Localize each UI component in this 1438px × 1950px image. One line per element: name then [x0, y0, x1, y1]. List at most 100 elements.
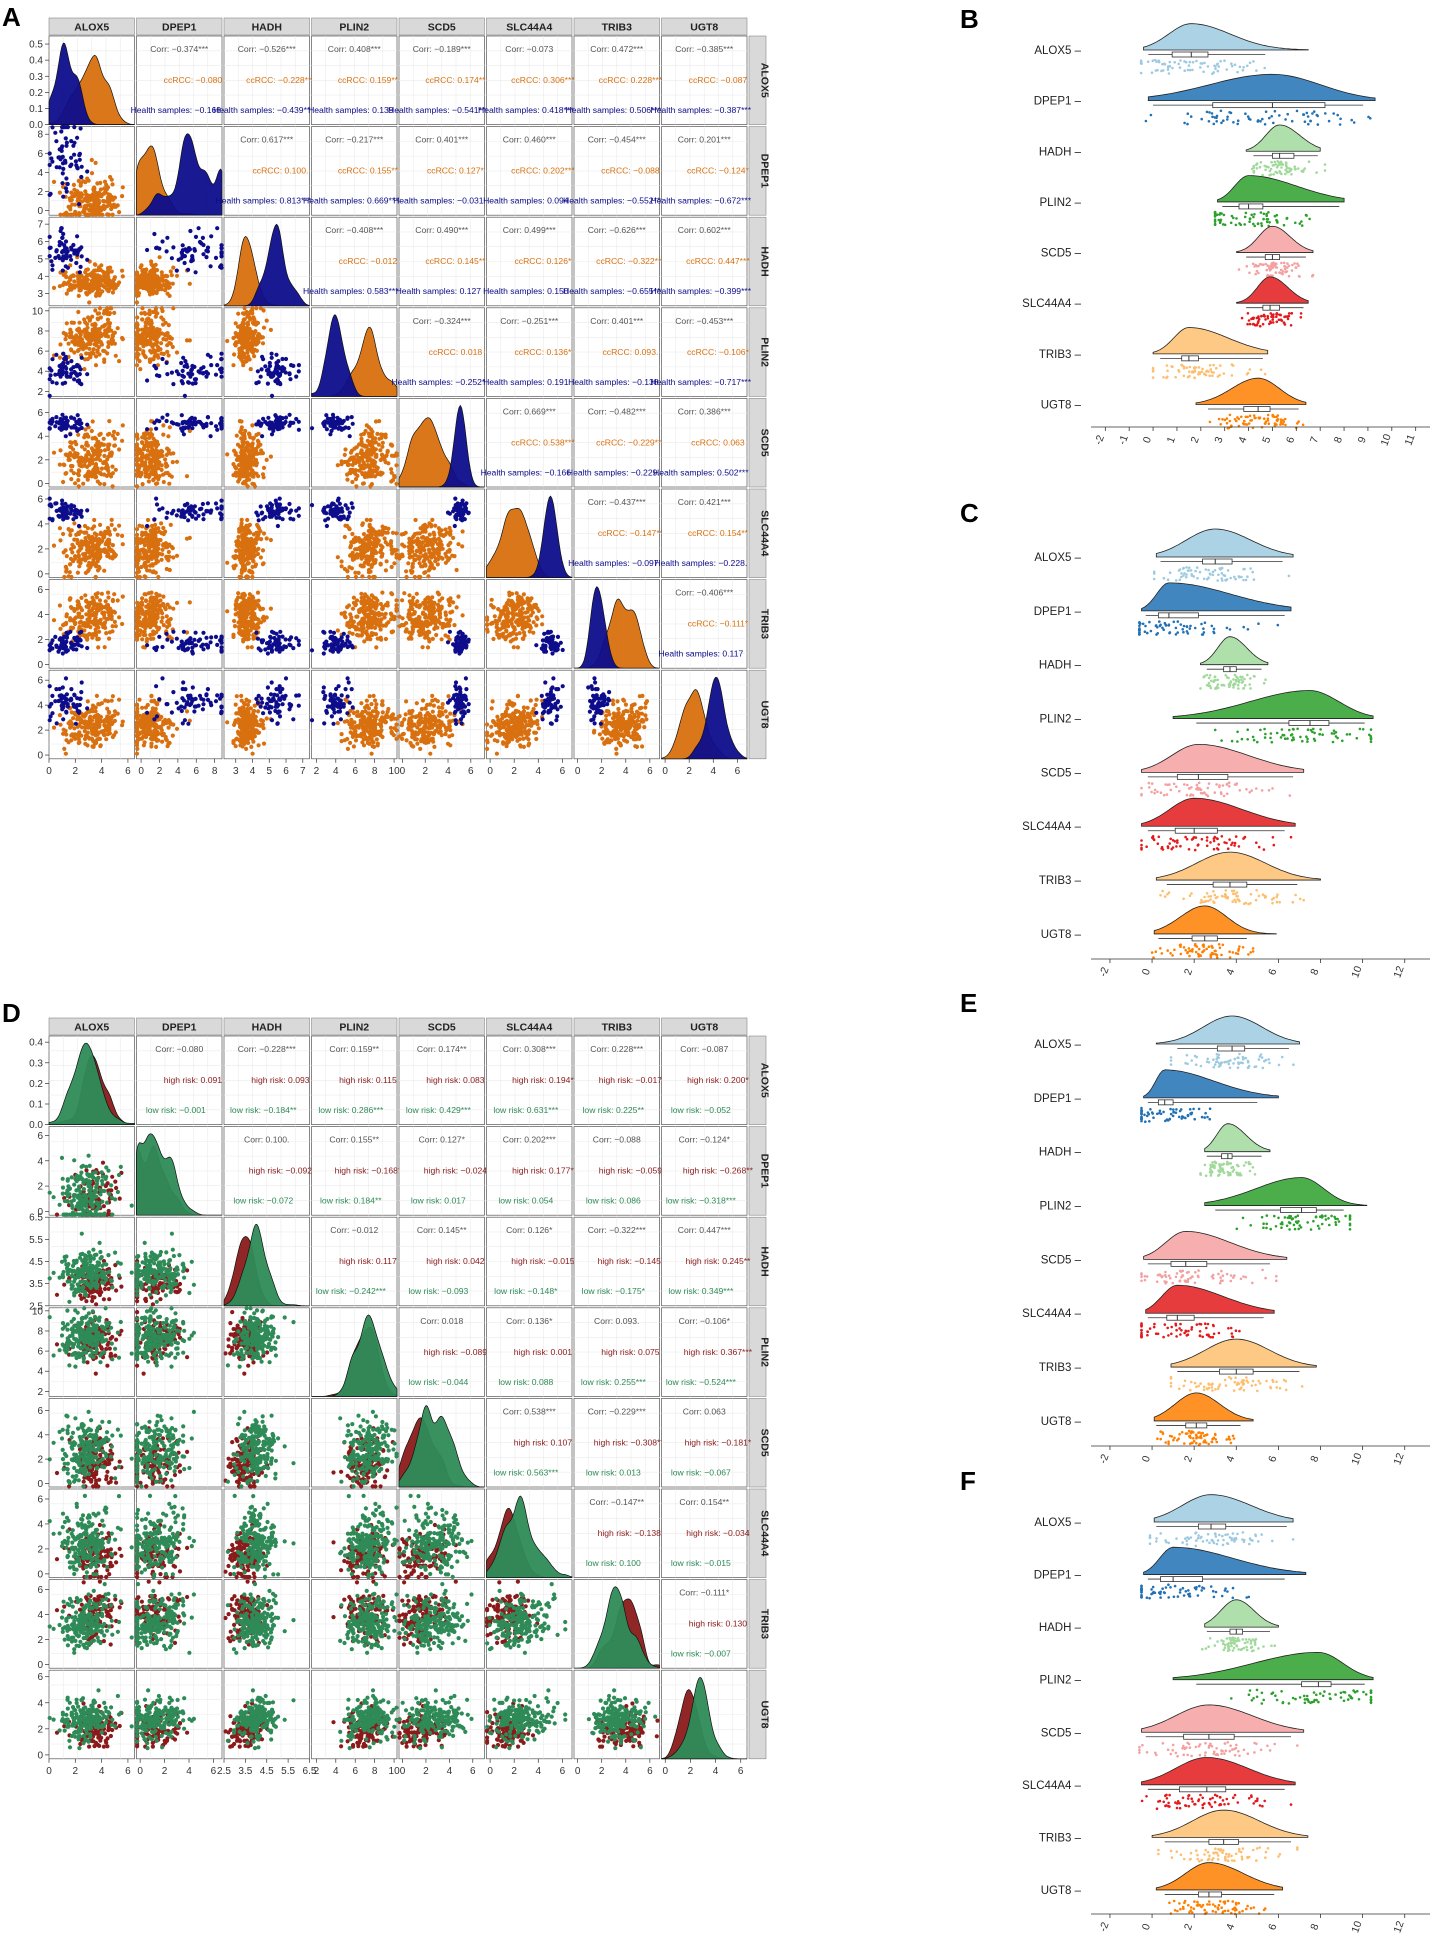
point — [453, 515, 458, 520]
point — [80, 280, 85, 285]
point — [182, 364, 187, 369]
point — [361, 481, 366, 486]
point — [269, 355, 274, 360]
panel-label-A: A — [2, 2, 21, 32]
point — [169, 256, 174, 261]
point — [201, 517, 206, 522]
group-corr-text: Health samples: −0.097 — [568, 558, 659, 568]
point — [433, 556, 439, 561]
point — [70, 453, 75, 458]
point — [75, 166, 80, 171]
point — [261, 561, 266, 566]
point — [120, 274, 125, 279]
point — [160, 273, 165, 278]
point — [239, 574, 244, 580]
point — [105, 311, 110, 316]
point — [242, 453, 247, 458]
point — [93, 268, 98, 273]
point — [78, 264, 83, 269]
point — [104, 461, 109, 466]
point — [174, 553, 180, 558]
point — [68, 432, 73, 437]
point — [64, 140, 69, 145]
point — [94, 354, 99, 359]
panel-label-D: D — [2, 998, 21, 1028]
point — [63, 452, 68, 457]
point — [215, 506, 220, 511]
point — [341, 418, 346, 424]
point — [205, 415, 210, 420]
point — [112, 610, 117, 615]
point — [258, 423, 263, 428]
group-corr-text: Health samples: 0.583*** — [303, 286, 399, 296]
point — [98, 554, 103, 559]
point — [151, 542, 156, 548]
point — [250, 452, 255, 457]
point — [150, 432, 155, 437]
point — [80, 464, 85, 469]
point — [78, 181, 83, 186]
point — [50, 357, 55, 362]
point — [115, 598, 120, 603]
point — [239, 334, 244, 339]
point — [98, 470, 103, 475]
point — [466, 511, 471, 516]
point — [74, 615, 79, 620]
point — [58, 626, 63, 632]
point — [277, 380, 282, 385]
point — [389, 564, 394, 570]
point — [445, 510, 451, 515]
point — [157, 280, 162, 285]
point — [361, 466, 366, 471]
point — [163, 457, 168, 462]
point — [73, 481, 78, 486]
point — [57, 526, 63, 531]
point — [112, 443, 117, 448]
point — [204, 369, 209, 375]
point — [239, 463, 244, 468]
point — [102, 359, 107, 364]
point — [365, 548, 370, 553]
point — [84, 599, 89, 604]
corr-text: Corr: −0.073 — [505, 44, 553, 54]
point — [49, 156, 54, 161]
point — [183, 247, 188, 252]
point — [215, 226, 220, 231]
point — [154, 444, 159, 449]
point — [143, 530, 148, 535]
group-corr-text: ccRCC: 0.145** — [425, 256, 486, 266]
point — [453, 496, 458, 501]
point — [138, 367, 143, 372]
point — [47, 151, 52, 156]
row-label-UGT8: UGT8 — [759, 700, 771, 728]
point — [112, 619, 117, 625]
point — [155, 452, 160, 457]
corr-text: Corr: −0.626*** — [588, 225, 647, 235]
point — [97, 191, 102, 196]
point — [72, 152, 77, 157]
point — [268, 454, 273, 459]
point — [138, 540, 143, 545]
point — [86, 178, 91, 183]
point — [85, 636, 90, 641]
point — [232, 448, 237, 453]
point — [112, 195, 117, 200]
point — [134, 278, 140, 283]
point — [219, 356, 224, 362]
point — [420, 529, 426, 534]
point — [296, 363, 301, 368]
point — [69, 359, 74, 364]
point — [51, 285, 57, 290]
point — [160, 415, 165, 420]
point — [59, 129, 64, 134]
point — [106, 595, 111, 600]
point — [274, 352, 279, 357]
point — [418, 555, 423, 560]
point — [369, 532, 374, 537]
point — [250, 574, 255, 580]
point — [345, 574, 350, 580]
point — [265, 381, 270, 386]
point — [120, 542, 125, 547]
point — [365, 533, 370, 539]
point — [378, 543, 383, 548]
